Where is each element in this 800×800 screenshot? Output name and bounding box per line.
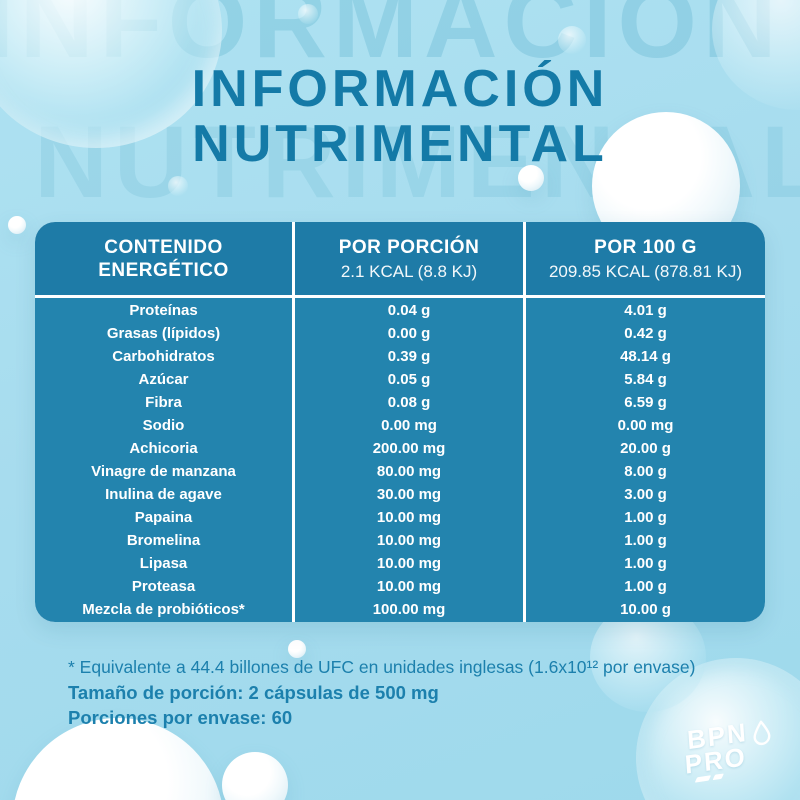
nutrient-label: Carbohidratos: [112, 348, 215, 365]
per-serving-value: 10.00 mg: [376, 555, 442, 572]
per-100g-value: 1.00 g: [624, 509, 667, 526]
bubble-decoration: [518, 165, 544, 191]
nutrient-label: Grasas (lípidos): [106, 325, 221, 342]
title-line-2: NUTRIMENTAL: [192, 115, 608, 173]
bubble-decoration: [8, 216, 26, 234]
title-line-1: INFORMACIÓN: [191, 60, 609, 118]
column-per-serving-values: 0.04 g 0.00 g 0.39 g 0.05 g 0.08 g 0.00 …: [295, 298, 523, 622]
nutrient-label: Inulina de agave: [105, 486, 222, 503]
servings-per-container-note: Porciones por envase: 60: [68, 707, 293, 728]
table-header-contenido-energetico: CONTENIDO ENERGÉTICO: [35, 222, 292, 295]
nutrient-label: Achicoria: [129, 440, 198, 457]
per-serving-value: 0.04 g: [387, 302, 431, 319]
nutrient-label: Azúcar: [138, 371, 189, 388]
per-100g-value: 4.01 g: [624, 302, 667, 319]
nutrient-label: Bromelina: [126, 532, 201, 549]
per-serving-value: 10.00 mg: [376, 509, 442, 526]
nutrient-label: Proteasa: [131, 578, 196, 595]
nutrient-label: Lipasa: [139, 555, 188, 572]
column-nutrient-labels: Proteínas Grasas (lípidos) Carbohidratos…: [35, 298, 292, 622]
bubble-decoration: [168, 176, 188, 196]
per-100g-value: 1.00 g: [624, 532, 667, 549]
per-100g-value: 10.00 g: [620, 601, 671, 618]
per-100g-value: 1.00 g: [624, 555, 667, 572]
nutrient-label: Sodio: [142, 417, 185, 434]
per-serving-value: 0.00 g: [387, 325, 431, 342]
bubble-decoration: [12, 718, 224, 800]
per-100g-value: 20.00 g: [620, 440, 671, 457]
nutrient-label: Fibra: [145, 394, 182, 411]
per-serving-value: 10.00 mg: [376, 578, 442, 595]
header-col1-line2: ENERGÉTICO: [98, 259, 229, 281]
footnotes: * Equivalente a 44.4 billones de UFC en …: [68, 654, 758, 730]
nutrient-label: Vinagre de manzana: [91, 463, 236, 480]
per-serving-value: 0.08 g: [387, 394, 431, 411]
serving-size-note: Tamaño de porción: 2 cápsulas de 500 mg: [68, 682, 439, 703]
per-serving-value: 30.00 mg: [376, 486, 442, 503]
header-col3-title: POR 100 G: [594, 236, 697, 258]
per-100g-value: 6.59 g: [624, 394, 667, 411]
water-drop-icon: [750, 718, 774, 750]
per-100g-value: 8.00 g: [624, 463, 667, 480]
header-col1-line1: CONTENIDO: [104, 236, 223, 258]
bubble-decoration: [288, 640, 306, 658]
bubble-decoration: [222, 752, 288, 800]
table-header-por-100g: POR 100 G 209.85 KCAL (878.81 KJ): [526, 222, 765, 295]
per-serving-value: 0.05 g: [387, 371, 431, 388]
nutrient-label: Papaina: [134, 509, 193, 526]
nutrient-label: Proteínas: [129, 302, 198, 319]
bubble-decoration: [558, 26, 586, 54]
per-serving-value: 0.39 g: [387, 348, 431, 365]
page-title: INFORMACIÓN NUTRIMENTAL: [0, 62, 800, 172]
header-col2-subtitle: 2.1 KCAL (8.8 KJ): [340, 261, 478, 281]
table-header-por-porcion: POR PORCIÓN 2.1 KCAL (8.8 KJ): [295, 222, 523, 295]
nutrient-label: Mezcla de probióticos*: [82, 601, 245, 618]
per-serving-value: 10.00 mg: [376, 532, 442, 549]
nutrition-table: CONTENIDO ENERGÉTICO POR PORCIÓN 2.1 KCA…: [35, 222, 765, 622]
per-100g-value: 1.00 g: [624, 578, 667, 595]
per-100g-value: 3.00 g: [624, 486, 667, 503]
bpn-pro-logo: BPN PRO: [684, 717, 771, 783]
bubble-decoration: [298, 4, 318, 24]
header-col3-subtitle: 209.85 KCAL (878.81 KJ): [548, 261, 743, 281]
header-col2-title: POR PORCIÓN: [338, 236, 480, 258]
per-100g-value: 0.42 g: [624, 325, 667, 342]
per-serving-value: 200.00 mg: [372, 440, 446, 457]
ufc-equivalence-note: * Equivalente a 44.4 billones de UFC en …: [68, 657, 696, 677]
column-per-100g-values: 4.01 g 0.42 g 48.14 g 5.84 g 6.59 g 0.00…: [526, 298, 765, 622]
per-serving-value: 100.00 mg: [372, 601, 446, 618]
per-serving-value: 0.00 mg: [381, 417, 437, 434]
per-100g-value: 48.14 g: [620, 348, 671, 365]
per-serving-value: 80.00 mg: [376, 463, 442, 480]
per-100g-value: 5.84 g: [624, 371, 667, 388]
per-100g-value: 0.00 mg: [617, 417, 674, 434]
